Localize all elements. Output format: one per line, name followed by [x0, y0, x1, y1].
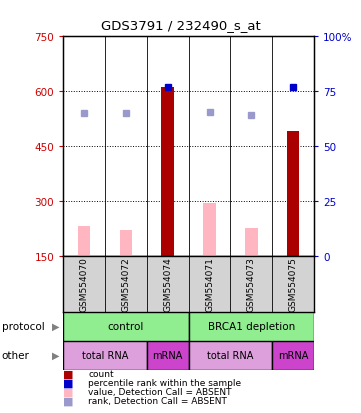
- Bar: [147, 341, 188, 370]
- Text: GSM554071: GSM554071: [205, 256, 214, 311]
- Bar: [119, 230, 132, 256]
- Bar: [272, 341, 314, 370]
- Text: other: other: [2, 350, 30, 360]
- Bar: [188, 341, 272, 370]
- Bar: [245, 229, 258, 256]
- Text: ▶: ▶: [52, 350, 60, 360]
- Text: mRNA: mRNA: [153, 350, 183, 360]
- Text: protocol: protocol: [2, 321, 44, 331]
- Text: GSM554070: GSM554070: [79, 256, 88, 311]
- Bar: [287, 132, 299, 256]
- Bar: [161, 88, 174, 256]
- Bar: [63, 341, 147, 370]
- Bar: [63, 312, 188, 341]
- Text: GDS3791 / 232490_s_at: GDS3791 / 232490_s_at: [101, 19, 260, 31]
- Text: total RNA: total RNA: [207, 350, 254, 360]
- Text: ■: ■: [63, 396, 74, 406]
- Text: rank, Detection Call = ABSENT: rank, Detection Call = ABSENT: [88, 396, 227, 406]
- Text: GSM554072: GSM554072: [121, 256, 130, 311]
- Text: ■: ■: [63, 369, 74, 379]
- Text: GSM554075: GSM554075: [289, 256, 298, 311]
- Text: GSM554074: GSM554074: [163, 256, 172, 311]
- Text: GSM554073: GSM554073: [247, 256, 256, 311]
- Text: ▶: ▶: [52, 321, 60, 331]
- Text: mRNA: mRNA: [278, 350, 308, 360]
- Bar: [78, 227, 90, 256]
- Bar: [188, 312, 314, 341]
- Text: total RNA: total RNA: [82, 350, 128, 360]
- Text: control: control: [108, 321, 144, 331]
- Text: percentile rank within the sample: percentile rank within the sample: [88, 378, 242, 387]
- Text: count: count: [88, 369, 114, 378]
- Text: value, Detection Call = ABSENT: value, Detection Call = ABSENT: [88, 387, 232, 396]
- Text: ■: ■: [63, 387, 74, 397]
- Text: ■: ■: [63, 378, 74, 388]
- Bar: [203, 203, 216, 256]
- Text: BRCA1 depletion: BRCA1 depletion: [208, 321, 295, 331]
